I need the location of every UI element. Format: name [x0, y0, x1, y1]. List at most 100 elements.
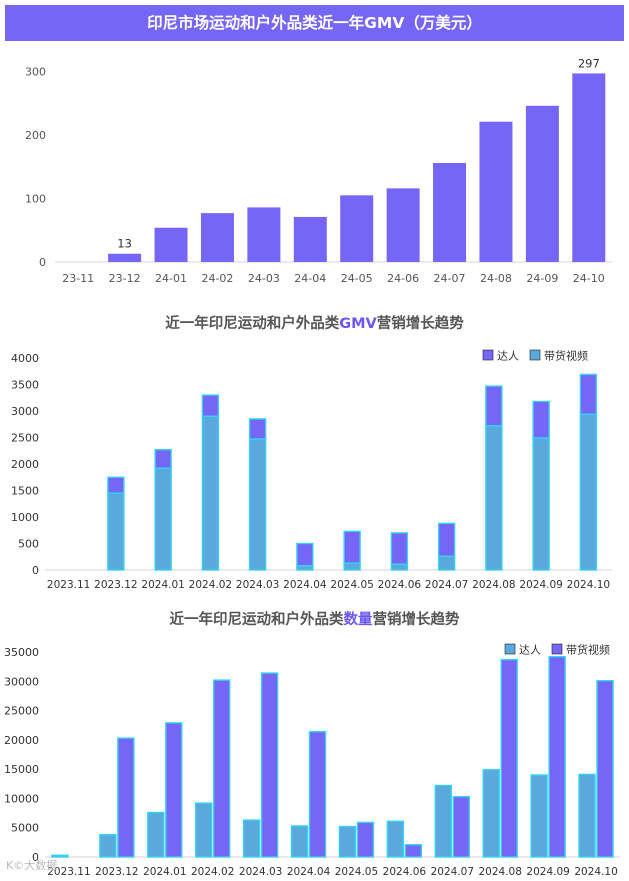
legend-swatch: [551, 643, 563, 655]
y-tick-label: 25000: [4, 705, 39, 718]
bar-segment-video: [154, 467, 172, 571]
chart3-title-highlight: 数量: [343, 612, 373, 628]
data-label: 297: [578, 56, 600, 70]
x-tick-label: 24-10: [573, 272, 605, 285]
x-tick-label: 2023.11: [47, 866, 90, 878]
y-tick-label: 35000: [4, 646, 39, 659]
x-tick-label: 2024.05: [330, 579, 373, 591]
x-tick-label: 2023.12: [94, 579, 137, 591]
y-tick-label: 500: [18, 538, 39, 551]
x-tick-label: 2024.03: [239, 866, 282, 878]
bar-segment-video: [579, 413, 598, 571]
y-tick-label: 0: [32, 851, 39, 864]
bar: [386, 188, 420, 262]
chart3-title-post: 营销增长趋势: [372, 612, 460, 628]
chart3-title-pre: 近一年印尼运动和户外品类: [169, 612, 344, 628]
bar: [200, 213, 234, 262]
x-tick-label: 2024.02: [189, 579, 232, 591]
bar-daren: [290, 825, 309, 858]
y-tick-label: 20000: [4, 734, 39, 747]
bar-segment-video: [107, 492, 125, 571]
bar: [572, 73, 606, 262]
bar-video: [213, 679, 231, 858]
x-tick-label: 2024.01: [141, 579, 184, 591]
y-tick-label: 1000: [11, 511, 39, 524]
x-tick-label: 23-11: [62, 272, 94, 285]
x-tick-label: 2024.09: [526, 866, 569, 878]
bar-segment-video: [437, 555, 456, 571]
bar-segment-video: [343, 562, 361, 571]
bar-segment-video: [532, 437, 550, 571]
bar-daren: [242, 819, 261, 858]
x-tick-label: 2024.10: [574, 866, 617, 878]
x-tick-label: 2024.06: [378, 579, 422, 591]
bar-daren: [338, 825, 357, 858]
bar-video: [356, 821, 375, 858]
bar: [293, 216, 327, 262]
x-tick-label: 2023.12: [95, 866, 138, 878]
x-tick-label: 24-04: [294, 272, 326, 285]
bar-daren: [530, 774, 548, 858]
watermark: K©大数据: [6, 859, 58, 872]
chart2-title: 近一年印尼运动和户外品类GMV营销增长趋势: [0, 312, 629, 333]
bar-daren: [147, 811, 165, 858]
bar: [525, 105, 559, 262]
legend-swatch: [529, 349, 541, 361]
x-tick-label: 2024.06: [383, 866, 427, 878]
bar-segment-video: [248, 438, 267, 571]
x-tick-label: 24-02: [201, 272, 233, 285]
banner-title: 印尼市场运动和户外品类近一年GMV（万美元）: [5, 5, 624, 41]
legend-label: 带货视频: [566, 643, 610, 657]
chart2-title-post: 营销增长趋势: [376, 316, 464, 332]
x-tick-label: 2024.08: [478, 866, 521, 878]
y-tick-label: 1500: [11, 485, 39, 498]
x-tick-label: 23-12: [109, 272, 141, 285]
x-tick-label: 24-01: [155, 272, 187, 285]
x-tick-label: 2024.08: [472, 579, 515, 591]
x-tick-label: 2024.05: [335, 866, 378, 878]
y-tick-label: 200: [25, 129, 46, 142]
bar-video: [165, 722, 183, 858]
bar-segment-video: [390, 563, 409, 571]
bar-video: [308, 730, 327, 858]
bar: [247, 207, 281, 262]
y-tick-label: 2000: [11, 458, 39, 471]
x-tick-label: 2024.04: [283, 579, 327, 591]
y-tick-label: 100: [25, 193, 46, 206]
x-tick-label: 2023.11: [47, 579, 90, 591]
y-tick-label: 4000: [11, 352, 39, 365]
bar-daren: [578, 773, 596, 858]
bar-segment-video: [201, 415, 220, 571]
x-tick-label: 2024.01: [143, 866, 186, 878]
legend-swatch: [482, 349, 494, 361]
x-tick-label: 2024.07: [431, 866, 474, 878]
x-tick-label: 2024.03: [236, 579, 279, 591]
y-tick-label: 15000: [4, 763, 39, 776]
bar-daren: [434, 784, 452, 858]
y-tick-label: 3500: [11, 379, 39, 392]
x-tick-label: 24-09: [526, 272, 558, 285]
bar-video: [548, 655, 566, 858]
x-tick-label: 24-08: [480, 272, 512, 285]
bar-video: [117, 737, 135, 858]
bar-daren: [99, 834, 117, 858]
bar: [433, 162, 467, 262]
x-tick-label: 2024.10: [567, 579, 610, 591]
bar: [340, 195, 374, 262]
bar-daren: [51, 854, 69, 858]
x-tick-label: 2024.04: [287, 866, 331, 878]
bar-video: [260, 672, 279, 858]
x-tick-label: 2024.07: [425, 579, 468, 591]
y-tick-label: 3000: [11, 405, 39, 418]
chart2-title-pre: 近一年印尼运动和户外品类: [165, 316, 340, 332]
bar-video: [596, 680, 614, 858]
y-tick-label: 2500: [11, 432, 39, 445]
legend-label: 达人: [497, 350, 519, 363]
bar-segment-video: [485, 425, 503, 571]
x-tick-label: 2024.02: [191, 866, 234, 878]
y-tick-label: 0: [32, 564, 39, 577]
bar-segment-video: [296, 565, 314, 571]
y-tick-label: 10000: [4, 792, 39, 805]
